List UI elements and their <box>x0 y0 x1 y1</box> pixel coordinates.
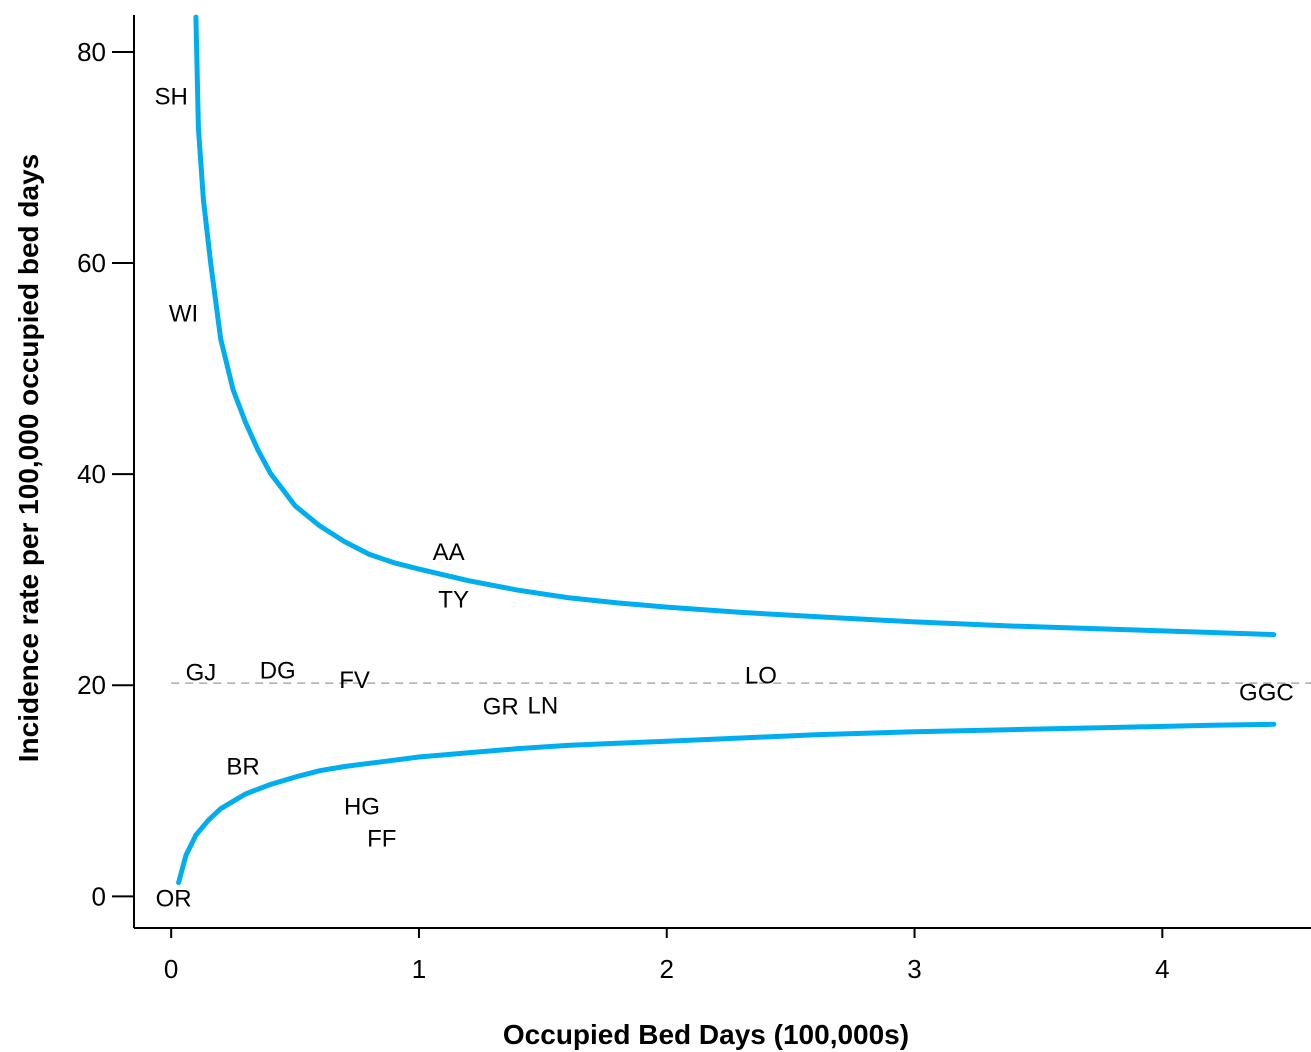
x-axis-title: Occupied Bed Days (100,000s) <box>503 1019 909 1050</box>
upper-limit-curve <box>193 14 1277 638</box>
y-tick-label: 80 <box>77 37 106 67</box>
y-tick-label: 60 <box>77 248 106 278</box>
y-axis-title: Incidence rate per 100,000 occupied bed … <box>13 154 44 763</box>
x-axis: 0 1 2 3 4 <box>134 927 1311 984</box>
x-tick-label: 3 <box>907 954 921 984</box>
x-tick-label: 2 <box>660 954 674 984</box>
point-label-ff: FF <box>367 825 396 852</box>
point-label-gr: GR <box>483 693 519 720</box>
x-tick-label: 4 <box>1155 954 1169 984</box>
y-tick-label: 0 <box>92 881 106 911</box>
point-label-fv: FV <box>339 667 370 694</box>
point-label-dg: DG <box>260 657 296 684</box>
y-axis: 0 20 40 60 80 <box>77 15 135 928</box>
point-label-ggc: GGC <box>1239 680 1294 707</box>
point-label-or: OR <box>156 885 192 912</box>
point-label-aa: AA <box>433 539 465 566</box>
point-label-br: BR <box>226 754 259 781</box>
point-label-lo: LO <box>745 663 777 690</box>
point-label-ty: TY <box>438 587 469 614</box>
x-tick-label: 1 <box>412 954 426 984</box>
point-label-wi: WI <box>169 301 198 328</box>
point-label-hg: HG <box>344 794 380 821</box>
lower-limit-curve <box>176 721 1277 886</box>
data-point-labels: SH WI AA TY GJ DG FV LO GGC GR LN BR HG FF OR <box>154 83 1293 912</box>
y-tick-label: 40 <box>77 459 106 489</box>
point-label-gj: GJ <box>186 660 217 687</box>
x-tick-label: 0 <box>164 954 178 984</box>
point-label-ln: LN <box>528 692 559 719</box>
control-limit-curves <box>176 14 1277 886</box>
y-tick-label: 20 <box>77 670 106 700</box>
point-label-sh: SH <box>154 83 187 110</box>
